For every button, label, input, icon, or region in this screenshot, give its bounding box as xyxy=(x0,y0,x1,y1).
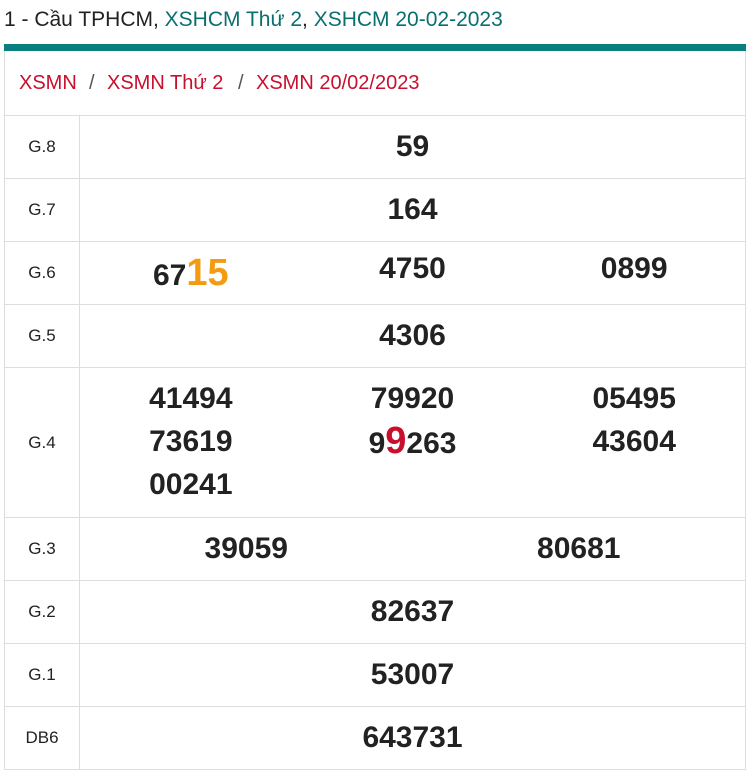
prize-label: G.3 xyxy=(4,517,80,581)
breadcrumb-xsmn-date[interactable]: XSMN 20/02/2023 xyxy=(256,72,420,94)
title-comma: , xyxy=(302,8,314,31)
row-g8: G.8 59 xyxy=(4,115,746,179)
breadcrumb-separator: / xyxy=(238,72,244,94)
xshcm-thu2-link[interactable]: XSHCM Thứ 2 xyxy=(164,8,303,31)
row-g3: G.3 39059 80681 xyxy=(4,517,746,581)
prize-label: G.1 xyxy=(4,643,80,707)
number-prefix: 9 xyxy=(368,427,386,460)
breadcrumb-xsmn[interactable]: XSMN xyxy=(19,72,77,94)
prize-number: 73619 xyxy=(149,425,233,458)
xshcm-date-link[interactable]: XSHCM 20-02-2023 xyxy=(313,8,503,31)
number-suffix: 263 xyxy=(406,427,457,460)
number-highlight: 15 xyxy=(186,251,229,294)
prize-number: 4750 xyxy=(379,251,446,285)
title-prefix: 1 - Cầu TPHCM, xyxy=(4,8,165,31)
prize-number: 82637 xyxy=(370,595,455,628)
prize-label: G.5 xyxy=(4,304,80,368)
row-g4: G.4 41494 73619 00241 79920 99263 05495 … xyxy=(4,367,746,518)
prize-number: 80681 xyxy=(537,532,621,565)
prize-number: 43604 xyxy=(592,425,676,458)
prize-number: 4306 xyxy=(379,319,446,352)
prize-label: G.7 xyxy=(4,178,80,242)
number-prefix: 67 xyxy=(153,258,187,292)
prize-number: 99263 xyxy=(368,420,457,462)
prize-number: 59 xyxy=(395,130,430,163)
prize-label: G.4 xyxy=(4,367,80,518)
results-table: G.8 59 G.7 164 G.6 6715 4750 0899 G.5 43… xyxy=(4,115,746,770)
prize-label: DB6 xyxy=(4,706,80,770)
prize-label: G.2 xyxy=(4,580,80,644)
prize-number: 00241 xyxy=(149,468,233,501)
prize-number: 0899 xyxy=(600,251,668,285)
prize-label: G.8 xyxy=(4,115,80,179)
breadcrumb: XSMN / XSMN Thứ 2 / XSMN 20/02/2023 xyxy=(4,51,746,116)
breadcrumb-xsmn-thu2[interactable]: XSMN Thứ 2 xyxy=(107,72,224,94)
accent-bar xyxy=(4,44,746,51)
row-g7: G.7 164 xyxy=(4,178,746,242)
number-highlight: 9 xyxy=(385,420,407,462)
special-prize-number: 643731 xyxy=(362,721,463,754)
prize-number: 05495 xyxy=(592,382,676,415)
prize-number: 164 xyxy=(387,193,438,226)
row-db: DB6 643731 xyxy=(4,706,746,770)
prize-number: 6715 xyxy=(80,252,302,295)
prize-number: 53007 xyxy=(370,658,455,691)
prize-number: 41494 xyxy=(149,382,233,415)
prize-number: 79920 xyxy=(370,382,455,415)
row-g6: G.6 6715 4750 0899 xyxy=(4,241,746,305)
prize-number: 39059 xyxy=(204,532,288,565)
prize-label: G.6 xyxy=(4,241,80,305)
row-g2: G.2 82637 xyxy=(4,580,746,644)
row-g5: G.5 4306 xyxy=(4,304,746,368)
breadcrumb-separator: / xyxy=(89,72,95,94)
row-g1: G.1 53007 xyxy=(4,643,746,707)
page-title: 1 - Cầu TPHCM, XSHCM Thứ 2, XSHCM 20-02-… xyxy=(4,8,503,32)
